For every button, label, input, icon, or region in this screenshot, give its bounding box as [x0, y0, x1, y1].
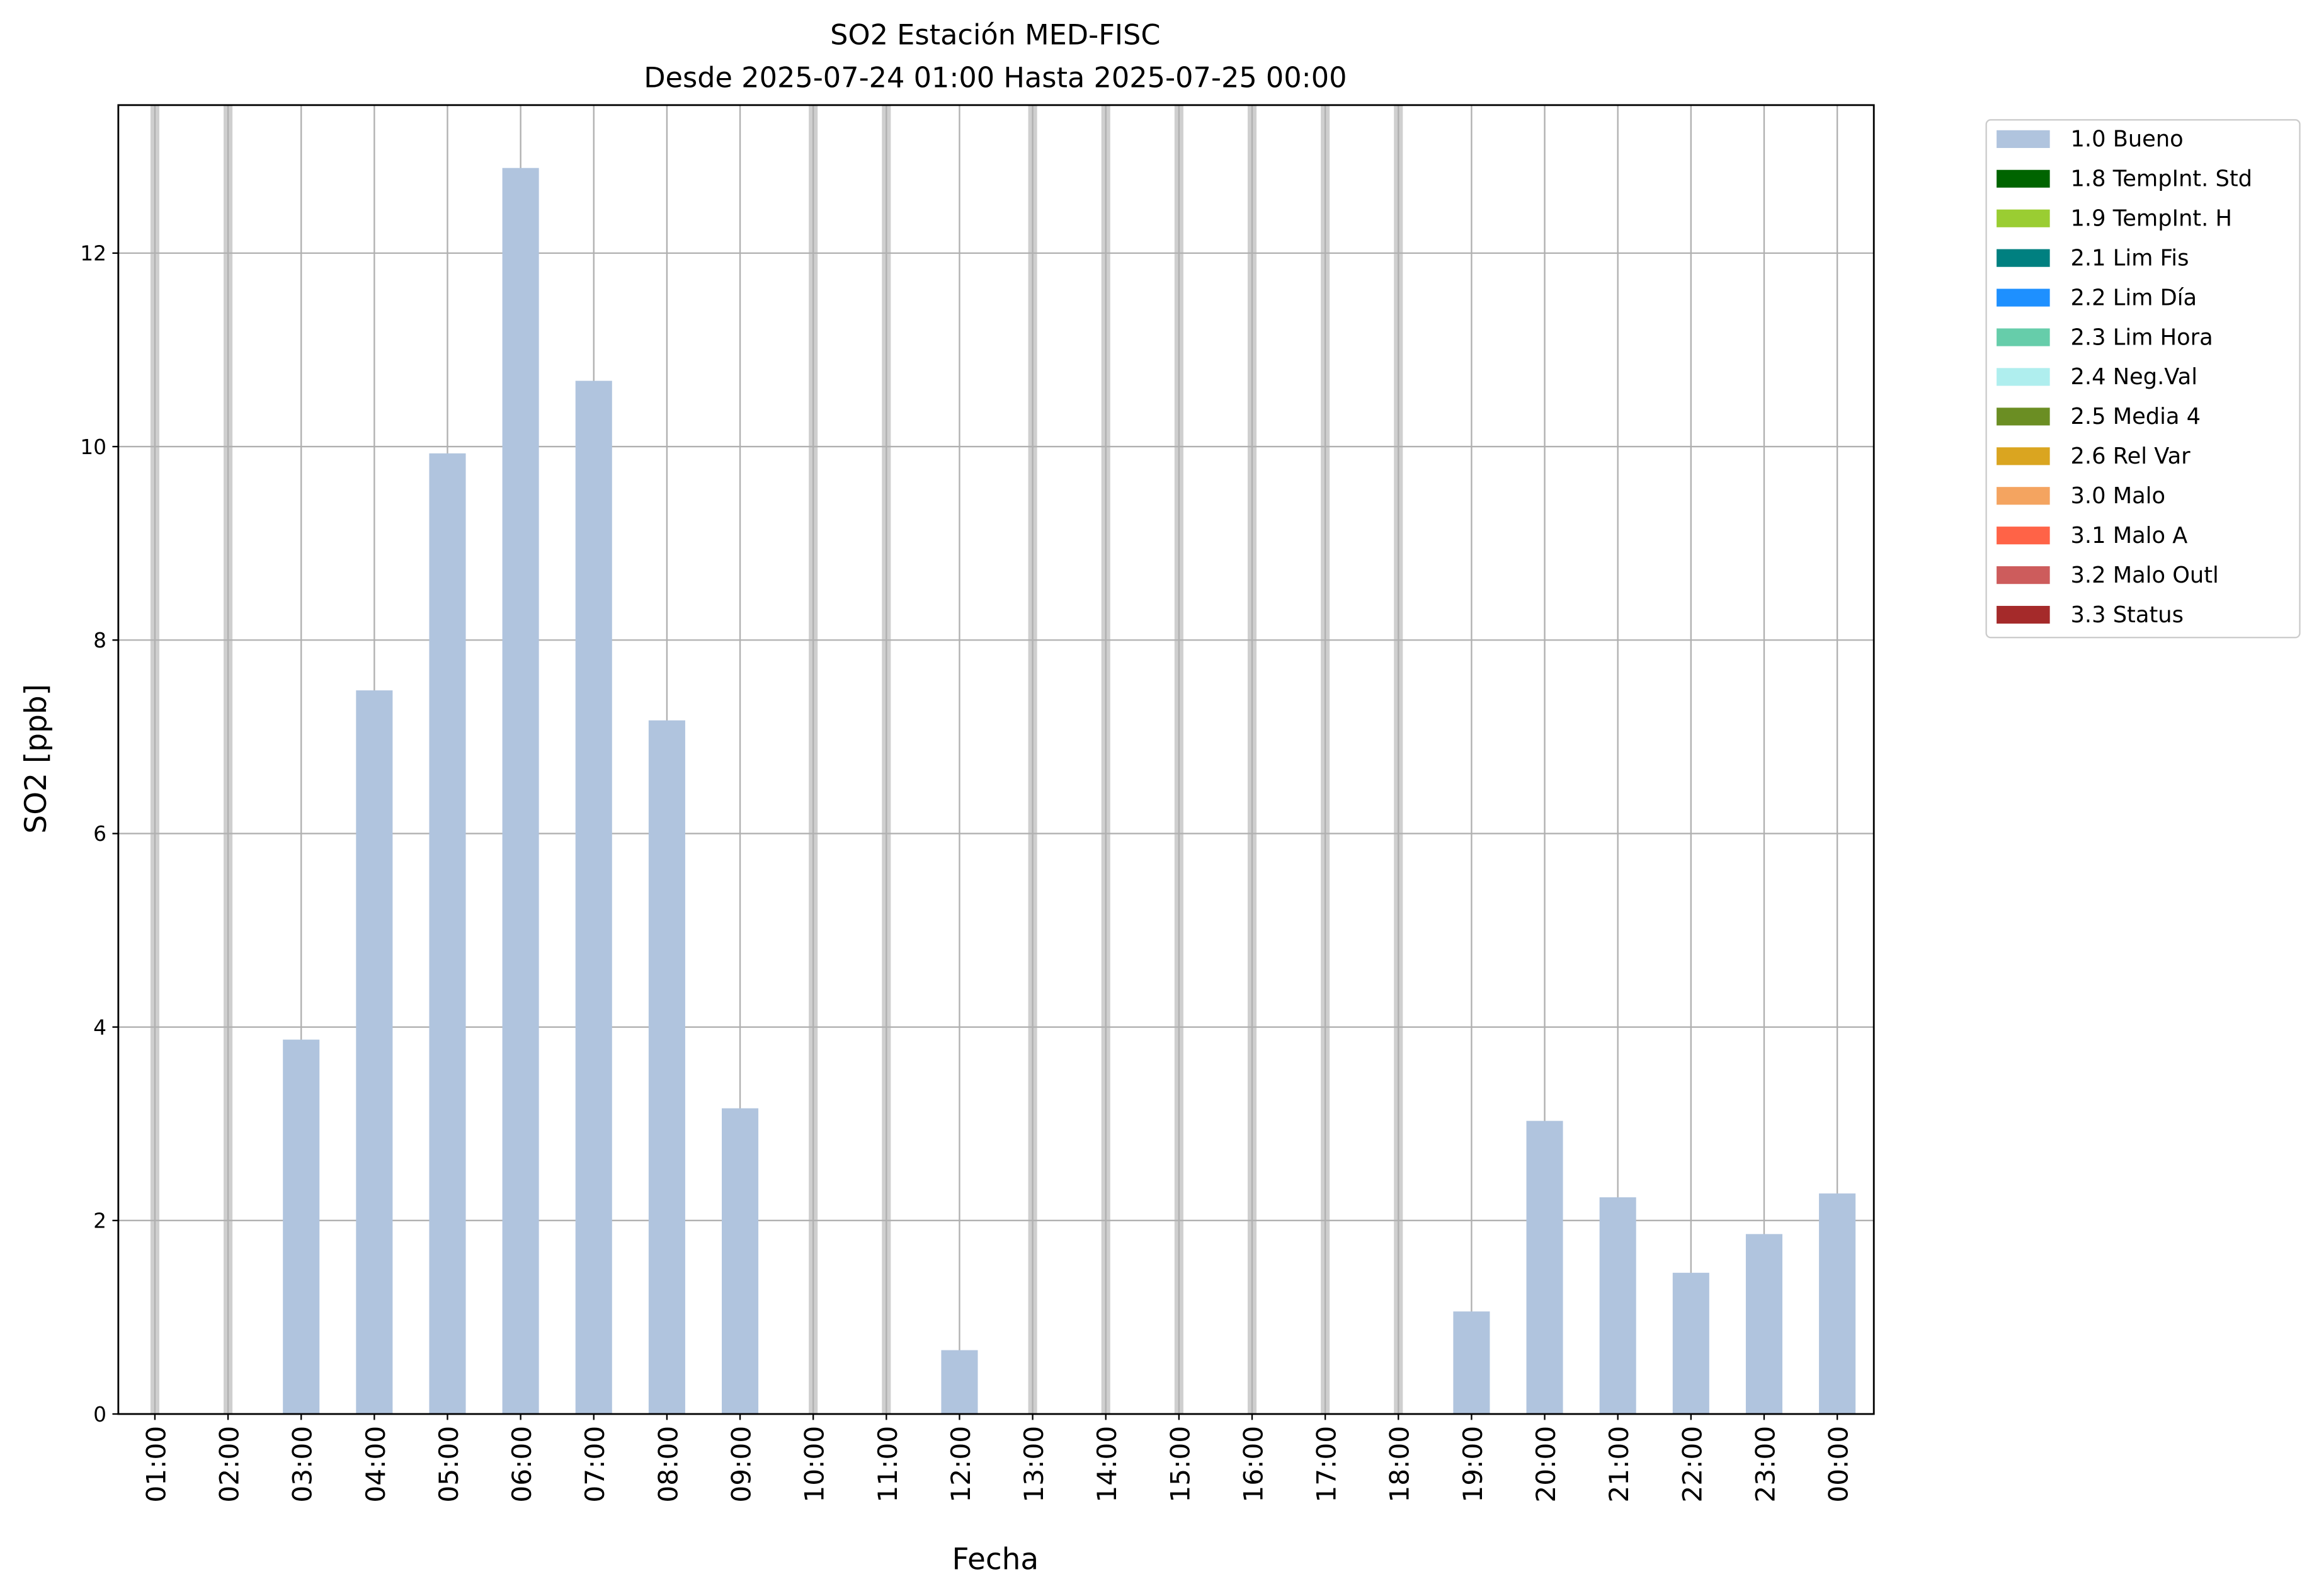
- legend-swatch: [1997, 130, 2050, 148]
- y-tick-label: 12: [80, 241, 106, 266]
- x-tick-label: 04:00: [360, 1426, 391, 1503]
- x-tick-label: 16:00: [1238, 1426, 1268, 1503]
- x-tick-label: 18:00: [1384, 1426, 1415, 1503]
- bar: [1453, 1311, 1490, 1415]
- x-tick-label: 01:00: [140, 1426, 171, 1503]
- legend-label: 2.6 Rel Var: [2071, 443, 2191, 469]
- legend-swatch: [1997, 566, 2050, 584]
- legend-label: 1.8 TempInt. Std: [2071, 166, 2252, 192]
- legend-label: 3.2 Malo Outl: [2071, 562, 2219, 588]
- legend-frame: [1985, 119, 2301, 639]
- x-tick-label: 23:00: [1750, 1426, 1781, 1503]
- x-tick-label: 08:00: [652, 1426, 683, 1503]
- y-tick-label: 6: [93, 821, 106, 846]
- x-tick-label: 00:00: [1823, 1426, 1854, 1503]
- x-tick-label: 12:00: [945, 1426, 976, 1503]
- legend-label: 3.3 Status: [2071, 602, 2184, 628]
- legend-swatch: [1997, 169, 2050, 188]
- y-tick-label: 8: [93, 628, 106, 653]
- legend-swatch: [1997, 605, 2050, 624]
- y-tick-label: 4: [93, 1015, 106, 1039]
- legend-swatch: [1997, 447, 2050, 465]
- legend-swatch: [1997, 408, 2050, 426]
- x-tick-label: 03:00: [287, 1426, 318, 1503]
- bar: [283, 1039, 320, 1415]
- bar: [648, 720, 685, 1415]
- bar: [722, 1108, 759, 1415]
- x-tick-label: 22:00: [1677, 1426, 1707, 1503]
- legend-swatch: [1997, 209, 2050, 227]
- y-axis-label: SO2 [ppb]: [19, 684, 54, 834]
- x-tick-label: 02:00: [214, 1426, 245, 1503]
- legend-label: 2.5 Media 4: [2071, 404, 2201, 430]
- bar: [1745, 1234, 1783, 1415]
- x-tick-label: 13:00: [1018, 1426, 1049, 1503]
- legend-swatch: [1997, 487, 2050, 505]
- legend-label: 2.3 Lim Hora: [2071, 324, 2213, 350]
- legend-label: 3.1 Malo A: [2071, 523, 2188, 549]
- y-tick-label: 10: [80, 435, 106, 459]
- y-tick-label: 0: [93, 1402, 106, 1427]
- legend-label: 1.9 TempInt. H: [2071, 205, 2232, 231]
- legend-label: 2.1 Lim Fis: [2071, 245, 2189, 271]
- legend-swatch: [1997, 328, 2050, 346]
- bar: [1526, 1120, 1563, 1415]
- bar: [1599, 1197, 1636, 1415]
- bar: [502, 168, 539, 1415]
- bar: [356, 690, 393, 1415]
- x-tick-label: 20:00: [1530, 1426, 1561, 1503]
- chart-title: SO2 Estación MED-FISC: [830, 19, 1160, 52]
- chart-subtitle: Desde 2025-07-24 01:00 Hasta 2025-07-25 …: [644, 62, 1347, 94]
- bar: [941, 1350, 978, 1415]
- legend: 1.0 Bueno 1.8 TempInt. Std 1.9 TempInt. H 2…: [1985, 119, 2301, 639]
- legend-swatch: [1997, 288, 2050, 307]
- x-tick-label: 14:00: [1091, 1426, 1122, 1503]
- bar: [1672, 1272, 1709, 1415]
- y-tick-label: 2: [93, 1209, 106, 1233]
- x-tick-label: 10:00: [799, 1426, 830, 1503]
- legend-swatch: [1997, 368, 2050, 386]
- bar: [1819, 1193, 1856, 1415]
- x-tick-label: 07:00: [579, 1426, 610, 1503]
- x-tick-label: 06:00: [506, 1426, 537, 1503]
- x-tick-label: 11:00: [872, 1426, 903, 1503]
- x-tick-label: 19:00: [1457, 1426, 1488, 1503]
- x-tick-label: 17:00: [1311, 1426, 1342, 1503]
- x-tick-label: 09:00: [726, 1426, 756, 1503]
- legend-label: 2.4 Neg.Val: [2071, 364, 2198, 390]
- plot-area: 0 2 4 6 8 10 12 01:00 02:00 03:00 04:00 05:00 06:00 0…: [80, 104, 1875, 1503]
- legend-label: 1.0 Bueno: [2071, 127, 2184, 152]
- x-tick-label: 21:00: [1604, 1426, 1634, 1503]
- bar: [575, 380, 612, 1415]
- x-axis-label: Fecha: [952, 1542, 1039, 1577]
- legend-label: 3.0 Malo: [2071, 483, 2166, 509]
- x-tick-label: 15:00: [1165, 1426, 1195, 1503]
- legend-swatch: [1997, 527, 2050, 545]
- x-tick-label: 05:00: [433, 1426, 464, 1503]
- legend-swatch: [1997, 249, 2050, 267]
- bar: [429, 453, 466, 1415]
- legend-label: 2.2 Lim Día: [2071, 285, 2197, 311]
- plot-frame: [117, 104, 1875, 1415]
